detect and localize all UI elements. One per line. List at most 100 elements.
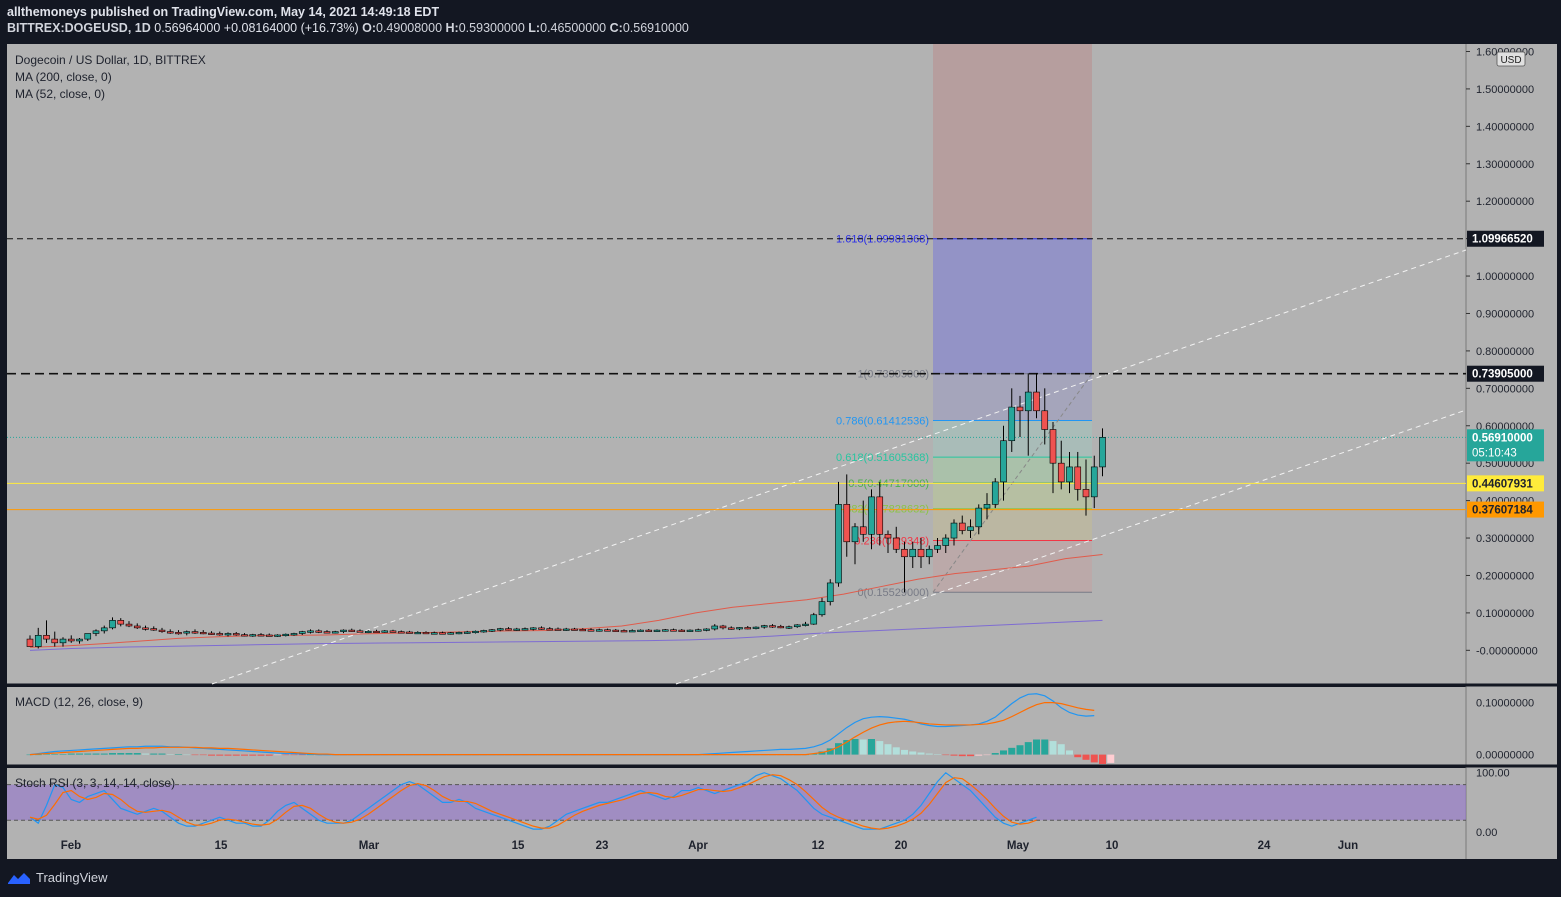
candle-body	[125, 623, 133, 627]
candle-body	[26, 638, 34, 647]
macd-histogram-bar	[59, 754, 67, 755]
candle-body	[331, 631, 339, 634]
candle-body	[298, 631, 306, 634]
candle-body	[521, 628, 529, 631]
candle-body	[109, 620, 116, 629]
candle-body	[942, 537, 950, 546]
candle-body	[307, 630, 314, 633]
fib-zone-band	[933, 482, 1092, 509]
candle-body	[505, 628, 512, 631]
macd-histogram-bar	[298, 754, 306, 756]
candle-body	[901, 548, 908, 558]
candle-body	[1057, 462, 1065, 483]
candle-body	[249, 634, 257, 637]
candle-body	[67, 638, 75, 642]
candle-body	[513, 628, 521, 631]
candle-body	[1082, 489, 1090, 498]
candle-body	[356, 630, 364, 633]
macd-y-tick: 0.10000000	[1476, 698, 1534, 710]
macd-histogram-bar	[208, 754, 215, 756]
y-tick-label: 0.80000000	[1476, 346, 1534, 358]
candle-body	[604, 629, 611, 632]
ma200-line	[29, 619, 1103, 651]
ma52-legend[interactable]: MA (52, close, 0)	[15, 87, 106, 101]
stoch-legend[interactable]: Stoch RSI (3, 3, 14, 14, close)	[15, 776, 176, 790]
fib-level-label: 0(0.15529000)	[857, 587, 929, 599]
macd-histogram-bar	[150, 753, 158, 755]
macd-histogram-bar	[34, 754, 42, 756]
y-tick-label: 0.10000000	[1476, 608, 1534, 620]
stoch-d-line	[29, 774, 1037, 830]
candle-body	[769, 625, 776, 628]
candle-body	[1099, 437, 1106, 468]
candle-body	[661, 629, 669, 632]
candle-body	[719, 625, 727, 629]
x-tick-label: 24	[1258, 840, 1271, 852]
stoch-band	[7, 784, 1466, 821]
candle-body	[397, 631, 405, 634]
tradingview-brand[interactable]: TradingView	[7, 870, 108, 885]
candle-body	[810, 614, 818, 625]
candle-body	[265, 634, 273, 637]
macd-histogram-bar	[307, 754, 314, 756]
y-tick-label: 1.50000000	[1476, 84, 1534, 96]
y-tick-label: 0.90000000	[1476, 308, 1534, 320]
candle-body	[100, 627, 108, 632]
macd-histogram-bar	[290, 754, 298, 756]
price-tag-level: 1.09966520	[1472, 234, 1533, 246]
candle-body	[950, 522, 958, 539]
macd-histogram-bar	[232, 754, 240, 756]
macd-histogram-bar	[917, 752, 925, 755]
low-value: 0.46500000	[540, 21, 607, 35]
macd-histogram-bar	[1016, 745, 1024, 755]
macd-histogram-bar	[249, 754, 257, 756]
last-price: 0.56964000	[154, 21, 221, 35]
macd-histogram-bar	[826, 748, 834, 755]
candle-body	[158, 629, 166, 632]
macd-histogram-bar	[241, 754, 248, 756]
candle-body	[364, 630, 372, 634]
close-value: 0.56910000	[622, 21, 689, 35]
macd-histogram-bar	[950, 754, 958, 756]
candle-body	[612, 629, 620, 632]
macd-legend[interactable]: MACD (12, 26, close, 9)	[15, 695, 144, 709]
candle-body	[562, 628, 570, 631]
macd-histogram-bar	[199, 754, 207, 756]
macd-histogram-bar	[1008, 747, 1016, 755]
macd-histogram-bar	[158, 753, 166, 755]
candle-body	[51, 638, 59, 644]
fib-zone-band	[933, 238, 1092, 374]
candle-body	[645, 629, 653, 632]
candle-body	[1000, 440, 1007, 483]
candle-body	[802, 623, 809, 626]
x-tick-label: Mar	[359, 840, 380, 852]
candle-body	[587, 629, 595, 632]
candle-body	[678, 629, 686, 632]
x-tick-label: Apr	[688, 840, 708, 852]
macd-histogram-bar	[1041, 739, 1049, 755]
macd-histogram-bar	[1074, 754, 1082, 758]
macd-histogram-bar	[934, 754, 941, 755]
macd-histogram-bar	[191, 754, 199, 756]
fib-extension-zone	[933, 44, 1092, 239]
price-tag-orange-bg	[1467, 501, 1544, 518]
macd-histogram-bar	[975, 754, 983, 756]
ma200-legend[interactable]: MA (200, close, 0)	[15, 70, 112, 84]
candle-body	[59, 638, 67, 644]
y-tick-label: 0.30000000	[1476, 533, 1534, 545]
candle-body	[133, 625, 141, 629]
candle-body	[472, 630, 479, 634]
macd-histogram-bar	[843, 740, 851, 755]
close-key: C:	[609, 21, 623, 35]
candle-body	[793, 624, 801, 628]
macd-histogram-bar	[901, 749, 908, 755]
candle-body	[538, 627, 545, 630]
candle-body	[595, 629, 603, 632]
candle-body	[1049, 429, 1057, 464]
candle-body	[694, 629, 702, 632]
fib-zone-band	[933, 540, 1092, 593]
macd-histogram-bar	[175, 754, 182, 755]
x-tick-label: Jun	[1338, 840, 1358, 852]
fib-level-label: 1(0.73905000)	[857, 369, 929, 381]
